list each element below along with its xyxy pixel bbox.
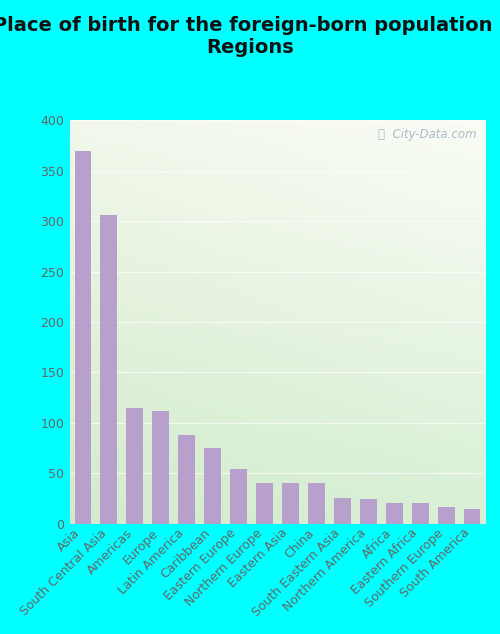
Bar — [100, 215, 117, 524]
Bar — [334, 498, 351, 524]
Text: ⓘ  City-Data.com: ⓘ City-Data.com — [378, 129, 476, 141]
Bar — [282, 483, 299, 524]
Bar — [74, 151, 92, 524]
Bar — [308, 483, 325, 524]
Bar — [152, 411, 169, 524]
Bar — [230, 469, 247, 524]
Bar — [360, 500, 376, 524]
Text: Place of birth for the foreign-born population -
Regions: Place of birth for the foreign-born popu… — [0, 16, 500, 57]
Bar — [438, 507, 454, 524]
Bar — [126, 408, 144, 524]
Bar — [386, 503, 402, 524]
Bar — [256, 483, 273, 524]
Bar — [204, 448, 221, 524]
Bar — [464, 510, 480, 524]
Bar — [178, 435, 195, 524]
Bar — [412, 503, 428, 524]
